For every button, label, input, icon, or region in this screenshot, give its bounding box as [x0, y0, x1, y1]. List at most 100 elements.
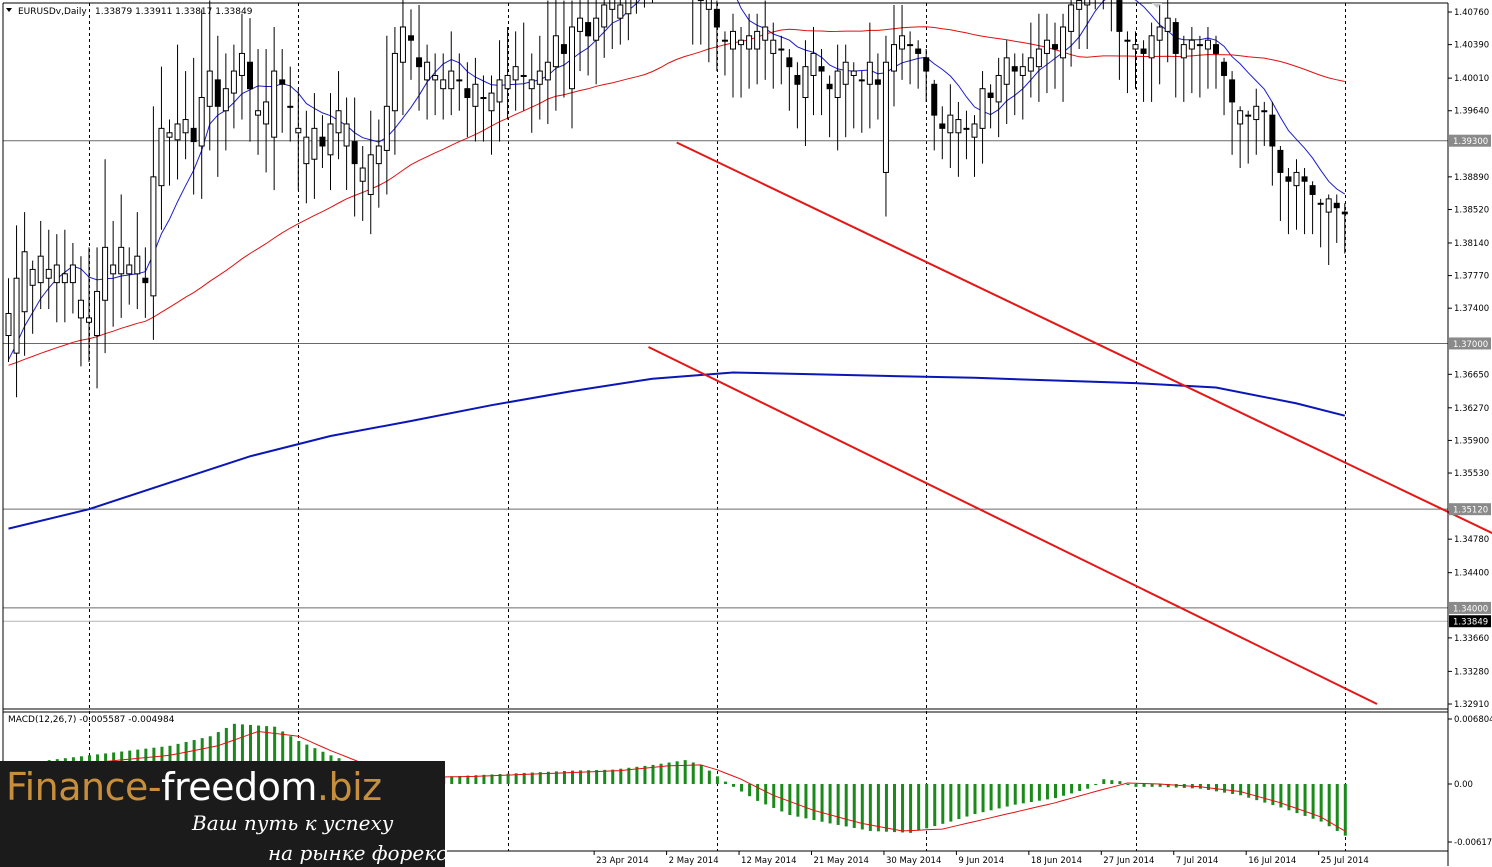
candle: [1253, 88, 1260, 155]
candle-body-bull: [432, 74, 439, 81]
macd-bar: [723, 781, 727, 784]
price-tick-label: 1.36270: [1454, 404, 1489, 414]
macd-bar: [240, 724, 244, 784]
candle: [488, 75, 495, 155]
macd-bar: [860, 784, 864, 830]
macd-bar: [273, 726, 277, 784]
shift-marker-icon[interactable]: [1152, 3, 1162, 8]
candle-body-bull: [1317, 202, 1324, 205]
candle-body-bear: [713, 8, 720, 28]
candle: [874, 53, 881, 120]
candle-body-bull: [367, 154, 374, 195]
candle-body-bull: [359, 167, 366, 182]
macd-bar: [1198, 784, 1202, 789]
macd-bar: [901, 784, 905, 833]
macd-bar: [1311, 784, 1315, 819]
macd-bar: [1239, 784, 1243, 796]
candle: [1188, 26, 1195, 94]
price-tick-label: 1.33280: [1454, 667, 1489, 677]
candle-body-bull: [625, 0, 632, 15]
candle: [891, 4, 897, 107]
candle-body-bull: [206, 70, 213, 107]
candle-body-bull: [1204, 39, 1211, 50]
macd-bar: [828, 784, 832, 824]
candle: [746, 13, 753, 89]
candle: [472, 57, 479, 142]
candle: [158, 66, 165, 230]
candle-body-bull: [303, 136, 310, 165]
current-price-label: 1.33849: [1453, 618, 1488, 628]
candle-body-bull: [94, 290, 101, 337]
candle: [77, 256, 84, 367]
candle: [858, 71, 865, 133]
candle: [730, 13, 736, 98]
price-tick-label: 1.37770: [1454, 272, 1489, 282]
candle-body-bear: [1277, 149, 1284, 173]
candle-body-bull: [536, 70, 543, 85]
macd-bar: [1005, 784, 1009, 807]
candle-body-bear: [923, 57, 930, 72]
candle-body-bull: [778, 48, 785, 51]
candle-body-bull: [1156, 26, 1163, 41]
candle-body-bull: [1245, 114, 1252, 117]
candle-body-bull: [480, 97, 487, 100]
candle: [802, 40, 809, 146]
macd-bar: [1215, 784, 1218, 792]
candle-body-bull: [907, 44, 914, 47]
candle: [560, 0, 567, 98]
macd-bar: [1126, 784, 1130, 785]
macd-bar: [579, 770, 583, 784]
macd-bar: [1150, 784, 1154, 787]
level-label-box: [1449, 503, 1491, 516]
candle-body-bull: [1027, 57, 1034, 72]
candle: [399, 0, 406, 116]
candle-body-bull: [238, 52, 245, 76]
candle: [86, 247, 92, 362]
candle: [230, 44, 237, 129]
candle: [882, 35, 889, 217]
macd-bar: [764, 784, 768, 805]
macd-bar: [249, 724, 252, 784]
candle: [255, 49, 262, 155]
candle: [391, 26, 398, 155]
macd-bar: [1158, 784, 1162, 787]
candle-body-bear: [247, 61, 253, 90]
macd-bar: [1247, 784, 1251, 798]
candle: [166, 119, 173, 186]
caret-down-icon[interactable]: [6, 8, 12, 12]
candle-body-bull: [1148, 35, 1155, 59]
candle-body-bull: [955, 119, 962, 134]
candle-body-bull: [86, 317, 92, 323]
candle-body-bull: [520, 74, 527, 77]
candle-body-bull: [1035, 48, 1042, 68]
macd-bar: [941, 784, 945, 824]
macd-bar: [989, 784, 993, 811]
candle: [383, 35, 390, 195]
candle-body-bull: [770, 39, 777, 54]
candle-body-bull: [45, 268, 52, 279]
candle: [327, 93, 334, 191]
macd-bar: [1343, 784, 1347, 836]
time-tick-label: 12 May 2014: [741, 856, 796, 866]
candle: [1333, 194, 1340, 243]
candle-body-bear: [1011, 66, 1018, 72]
level-label-box: [1449, 337, 1491, 350]
price-tick-label: 1.40760: [1454, 8, 1489, 18]
candle: [504, 26, 511, 120]
candle: [37, 220, 44, 310]
macd-bar: [554, 771, 558, 784]
macd-bar: [1335, 784, 1339, 831]
price-tick-label: 1.38890: [1454, 173, 1489, 183]
candle: [1325, 194, 1332, 265]
candle-body-bull: [222, 88, 229, 112]
trend-channel: [648, 141, 1492, 705]
macd-bar: [651, 764, 655, 784]
candle-body-bull: [295, 127, 302, 134]
macd-bar: [216, 732, 220, 784]
macd-bar: [925, 784, 929, 829]
candle: [818, 49, 825, 116]
candle-body-bear: [142, 277, 149, 284]
candle-body-bull: [738, 39, 745, 46]
macd-bar: [635, 766, 639, 784]
candle-body-bull: [391, 52, 398, 112]
